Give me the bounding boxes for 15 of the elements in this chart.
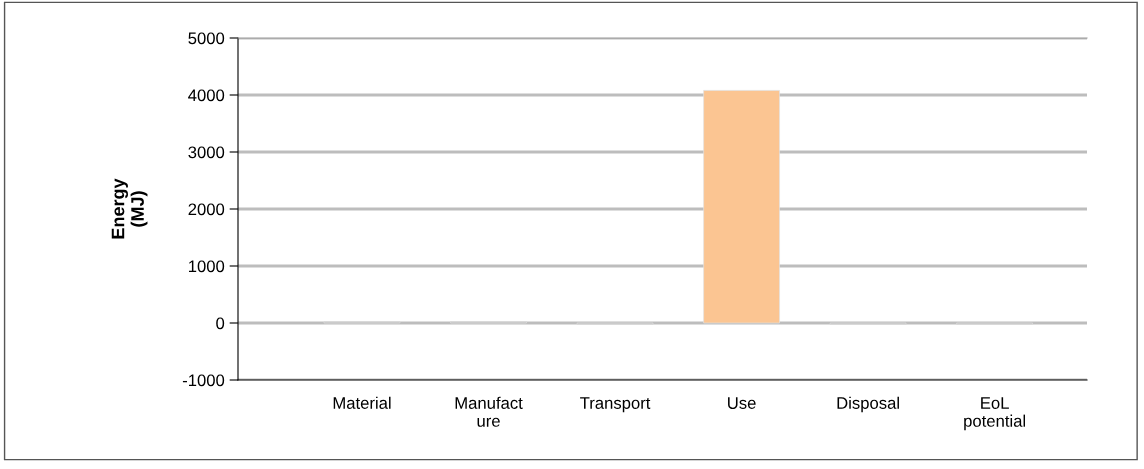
y-tick-label: 1000 [189, 260, 225, 273]
x-tick-label: Disposal [837, 396, 899, 413]
y-tick-label: 5000 [188, 32, 225, 45]
y-tick-label: -1000 [182, 374, 225, 387]
y-tick-label: 4000 [188, 89, 225, 102]
x-tick-label: Manufact ure [455, 396, 523, 427]
y-axis-title: Energy (MJ) [111, 178, 148, 239]
x-tick-label: EoL potential [964, 397, 1026, 431]
bar [703, 90, 780, 324]
x-tick-label: Use [728, 397, 756, 409]
x-tick-label: Material [333, 396, 391, 409]
y-tick-label: 3000 [188, 146, 225, 159]
y-tick-label: 2000 [188, 203, 225, 216]
x-tick-label: Transport [580, 397, 651, 413]
y-tick-label: 0 [216, 317, 225, 330]
